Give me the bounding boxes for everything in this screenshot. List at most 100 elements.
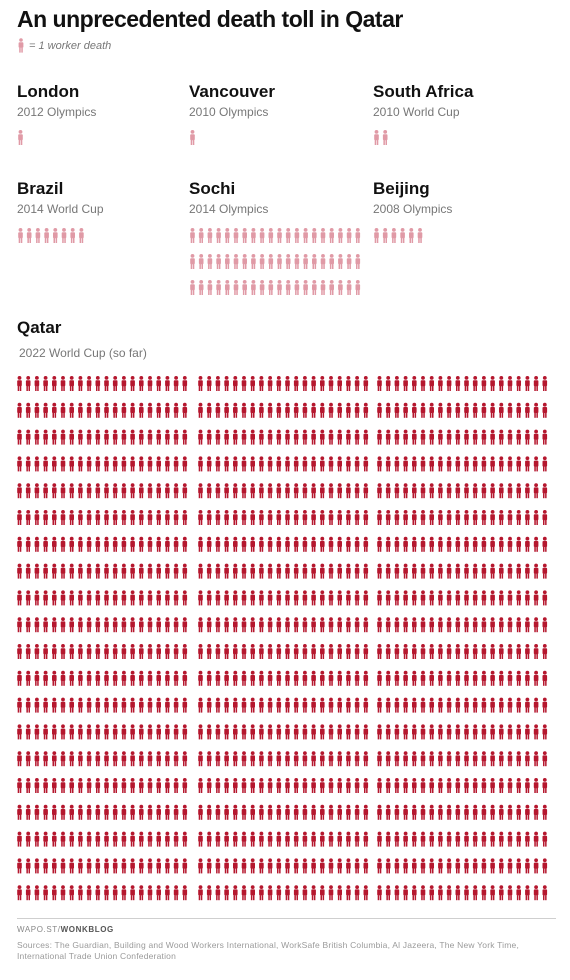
worker-death-mark [182,429,188,445]
worker-death-mark [374,228,379,243]
worker-death-mark [516,670,521,686]
worker-death-mark [112,402,118,418]
worker-death-mark [233,885,238,901]
worker-death-mark [173,804,179,820]
worker-death-mark [507,563,513,579]
worker-death-mark [259,751,264,767]
worker-death-mark [377,644,382,659]
worker-death-mark [363,697,369,713]
worker-death-mark [481,778,487,793]
worker-death-mark [533,831,539,847]
worker-death-mark [95,590,101,606]
worker-death-mark [507,804,513,820]
worker-death-mark [104,590,109,606]
worker-death-mark [438,617,443,633]
worker-death-mark [293,831,299,847]
worker-death-mark [215,617,221,633]
worker-death-mark [267,563,273,579]
worker-death-mark [420,376,426,391]
worker-death-mark [104,831,109,847]
worker-death-mark [276,751,282,767]
worker-death-mark [233,536,238,552]
worker-death-mark [464,456,469,472]
worker-death-mark [420,429,426,445]
worker-death-mark [293,536,299,552]
worker-death-mark [215,590,221,606]
worker-death-mark [490,644,495,659]
worker-death-mark [403,456,408,472]
worker-death-mark [95,510,101,525]
worker-death-mark [412,617,417,633]
worker-death-mark [69,670,74,686]
worker-death-mark [250,402,255,418]
worker-death-mark [320,563,325,579]
worker-death-mark [438,376,443,391]
worker-death-mark [420,456,426,472]
worker-death-mark [86,590,92,606]
worker-death-mark [233,751,238,767]
worker-death-mark [328,456,334,472]
credit-brand: WONKBLOG [60,925,114,934]
worker-death-mark [464,644,469,659]
worker-death-mark [420,885,426,901]
worker-death-mark [446,510,452,525]
worker-death-mark [276,429,282,445]
worker-death-mark [130,536,135,552]
worker-death-mark [412,536,417,552]
worker-death-mark [86,644,92,659]
worker-death-mark [250,724,255,740]
worker-death-mark [472,858,478,874]
worker-death-mark [490,483,495,499]
worker-death-mark [165,858,170,874]
worker-death-mark [525,536,530,552]
worker-death-mark [34,670,40,686]
worker-death-mark [182,402,188,418]
worker-death-mark [329,280,334,295]
worker-death-mark [259,831,264,847]
worker-death-mark [233,456,238,472]
worker-death-mark [173,483,179,499]
worker-death-mark [346,254,352,269]
worker-death-mark [43,778,48,793]
worker-death-mark [165,885,170,901]
worker-death-mark [259,510,264,525]
worker-death-mark [337,670,342,686]
worker-death-mark [43,858,48,874]
worker-death-mark [95,804,101,820]
worker-death-mark [285,280,291,295]
worker-death-mark [52,670,57,686]
worker-death-mark [542,563,548,579]
worker-death-mark [25,376,31,391]
worker-death-mark [481,483,487,499]
worker-death-mark [429,402,434,418]
worker-death-mark [320,644,325,659]
worker-death-mark [385,376,391,391]
worker-death-mark [182,697,188,713]
worker-death-mark [429,536,434,552]
worker-death-mark [104,376,109,391]
worker-death-mark [165,536,170,552]
worker-death-mark [337,456,342,472]
worker-death-mark [206,885,212,901]
worker-death-mark [464,858,469,874]
worker-death-mark [394,724,400,740]
worker-death-mark [78,778,83,793]
worker-death-mark [346,831,351,847]
pictogram-brazil [18,228,84,243]
worker-death-mark [311,724,316,740]
worker-death-mark [507,858,513,874]
worker-death-mark [25,644,31,659]
worker-death-mark [525,885,530,901]
worker-death-mark [374,130,379,145]
worker-death-mark [403,510,408,525]
worker-death-mark [121,456,127,472]
worker-death-mark [112,778,118,793]
worker-death-mark [516,617,521,633]
worker-death-mark [302,751,308,767]
worker-death-mark [104,778,109,793]
worker-death-mark [95,429,101,445]
worker-death-mark [121,804,127,820]
worker-death-mark [403,831,408,847]
worker-death-mark [394,804,400,820]
worker-death-mark [112,510,118,525]
